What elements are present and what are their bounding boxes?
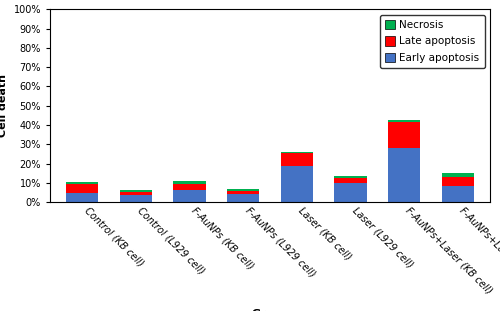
- Bar: [66, 193, 98, 202]
- Bar: [174, 181, 206, 184]
- Bar: [227, 194, 260, 202]
- Bar: [442, 177, 474, 186]
- Bar: [120, 195, 152, 202]
- Bar: [442, 186, 474, 202]
- Bar: [280, 152, 313, 153]
- Bar: [334, 183, 366, 202]
- Bar: [227, 189, 260, 191]
- Bar: [442, 173, 474, 177]
- Bar: [388, 120, 420, 122]
- Bar: [388, 148, 420, 202]
- Legend: Necrosis, Late apoptosis, Early apoptosis: Necrosis, Late apoptosis, Early apoptosi…: [380, 15, 485, 68]
- Bar: [66, 184, 98, 193]
- Bar: [388, 122, 420, 148]
- Bar: [174, 190, 206, 202]
- Bar: [280, 153, 313, 165]
- Bar: [334, 176, 366, 178]
- Bar: [334, 178, 366, 183]
- Bar: [227, 191, 260, 194]
- Bar: [120, 192, 152, 195]
- Bar: [120, 190, 152, 192]
- Y-axis label: Cell death: Cell death: [0, 74, 8, 137]
- X-axis label: Group: Group: [251, 309, 289, 311]
- Bar: [174, 184, 206, 190]
- Bar: [280, 165, 313, 202]
- Bar: [66, 182, 98, 184]
